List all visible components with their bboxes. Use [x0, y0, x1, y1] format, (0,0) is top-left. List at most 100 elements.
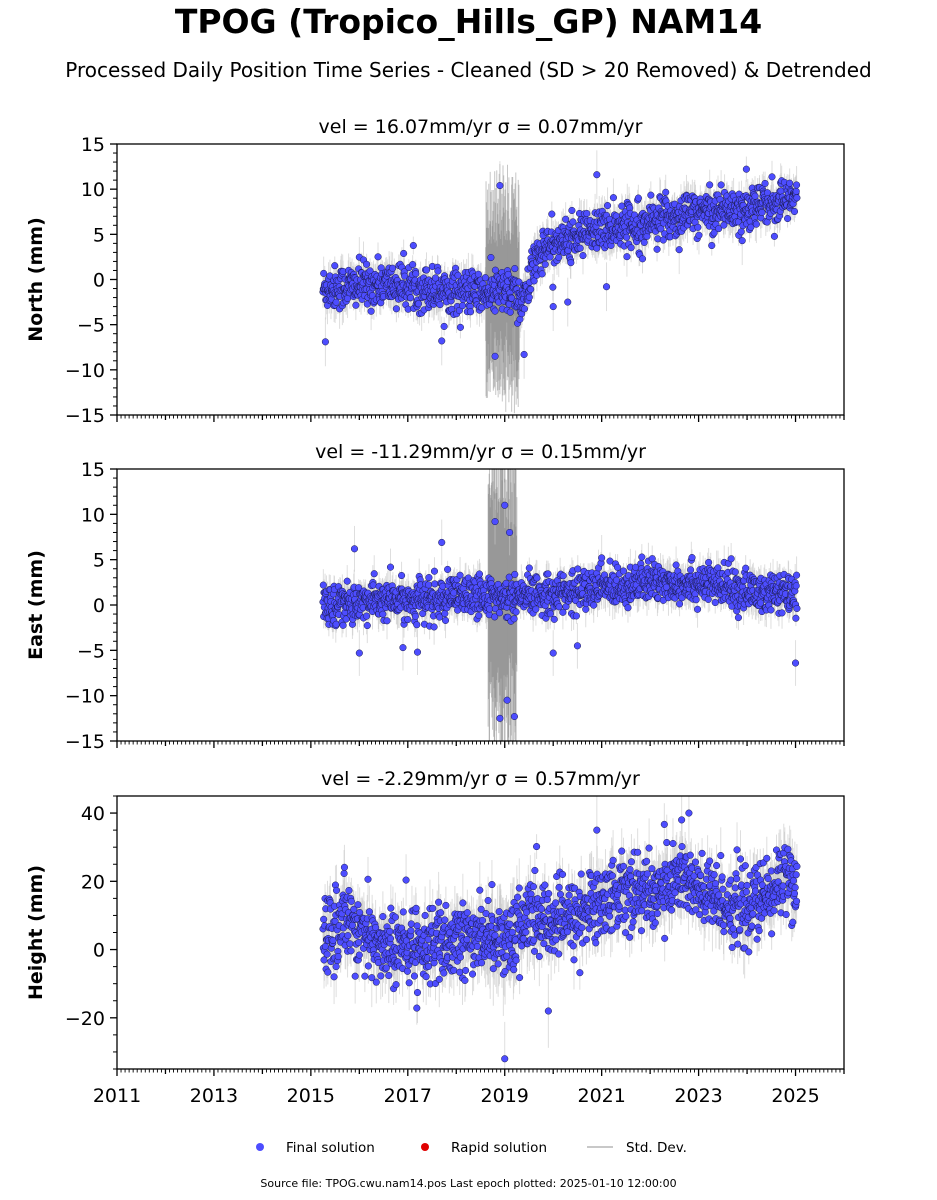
final-solution-point [352, 301, 360, 309]
final-solution-point [738, 237, 746, 245]
final-solution-point [407, 294, 415, 302]
final-solution-point [511, 265, 519, 273]
final-solution-point [436, 301, 444, 309]
y-tick-label: −10 [65, 360, 105, 382]
final-solution-point [583, 209, 591, 218]
final-solution-point [444, 565, 452, 573]
final-solution-point [710, 229, 718, 237]
y-tick-label: 15 [81, 134, 105, 156]
final-solution-point [751, 192, 759, 200]
final-solution-point [383, 617, 391, 625]
final-solution-point [579, 252, 587, 260]
final-solution-point [549, 283, 557, 291]
final-solution-point [653, 245, 661, 253]
final-solution-point [627, 244, 635, 252]
final-solution-point [412, 270, 420, 278]
final-solution-point [456, 323, 464, 331]
final-solution-point [525, 564, 533, 572]
final-solution-point [502, 579, 510, 587]
final-solution-point [508, 294, 516, 302]
final-solution-point [363, 260, 371, 268]
final-solution-point [520, 305, 529, 313]
final-solution-point [491, 266, 499, 274]
final-solution-point [475, 612, 483, 620]
final-solution-point [647, 191, 655, 199]
final-solution-point [694, 223, 702, 231]
final-solution-point [491, 307, 499, 315]
final-solution-point [593, 171, 601, 179]
y-tick-label: −5 [77, 315, 105, 337]
final-solution-point [532, 605, 540, 613]
final-solution-point [520, 350, 528, 359]
final-solution-point [370, 570, 378, 578]
final-solution-point [456, 571, 464, 579]
final-solution-point [506, 308, 514, 316]
final-solution-point [389, 264, 397, 272]
final-solution-point [640, 238, 648, 246]
final-solution-point [793, 181, 801, 189]
final-solution-point [562, 215, 570, 223]
final-solution-point [487, 253, 495, 262]
final-solution-point [576, 244, 584, 252]
final-solution-point [440, 322, 448, 330]
final-solution-point [343, 577, 351, 585]
y-axis-label: North (mm) [25, 217, 47, 342]
final-solution-point [475, 570, 484, 578]
final-solution-point [409, 241, 417, 250]
final-solution-point [634, 194, 642, 202]
final-solution-point [374, 253, 382, 261]
final-solution-point [400, 249, 408, 257]
final-solution-point [491, 352, 499, 360]
final-solution-point [425, 581, 433, 589]
final-solution-point [555, 253, 563, 261]
final-solution-point [367, 307, 375, 315]
final-solution-point [737, 228, 745, 236]
final-solution-point [602, 283, 611, 291]
final-solution-point [430, 567, 439, 575]
final-solution-point [706, 181, 714, 189]
final-solution-points [319, 501, 801, 722]
final-solution-point [708, 241, 716, 250]
final-solution-point [770, 232, 778, 240]
final-solution-point [695, 231, 703, 239]
final-solution-point [363, 612, 371, 620]
final-solution-point [510, 615, 518, 623]
panel-title: vel = 16.07mm/yr σ = 0.07mm/yr [319, 116, 643, 138]
final-solution-point [742, 165, 750, 173]
final-solution-point [438, 337, 446, 345]
final-solution-point [538, 270, 546, 278]
final-solution-point [512, 608, 520, 616]
final-solution-point [339, 621, 347, 629]
final-solution-point [409, 261, 417, 269]
final-solution-point [466, 308, 475, 316]
final-solution-point [662, 188, 670, 196]
final-solution-points [319, 165, 801, 360]
final-solution-point [569, 218, 577, 226]
final-solution-point [332, 298, 340, 306]
final-solution-point [541, 260, 549, 268]
final-solution-point [504, 270, 512, 278]
final-solution-point [752, 220, 760, 228]
final-solution-point [386, 563, 395, 571]
final-solution-point [321, 338, 329, 346]
final-solution-point [768, 173, 776, 181]
final-solution-point [414, 300, 423, 308]
y-tick-label: 10 [81, 179, 105, 201]
final-solution-point [430, 623, 438, 631]
final-solution-point [331, 262, 339, 270]
final-solution-point [404, 615, 412, 624]
final-solution-point [422, 266, 431, 274]
final-solution-point [495, 609, 504, 617]
final-solution-point [533, 574, 541, 582]
final-solution-point [793, 194, 801, 202]
final-solution-point [546, 253, 554, 261]
final-solution-point [481, 274, 489, 282]
final-solution-point [657, 225, 665, 233]
final-solution-point [784, 214, 792, 223]
final-solution-point [369, 581, 377, 589]
final-solution-point [527, 285, 535, 293]
final-solution-point [392, 305, 400, 313]
final-solution-point [623, 233, 631, 241]
